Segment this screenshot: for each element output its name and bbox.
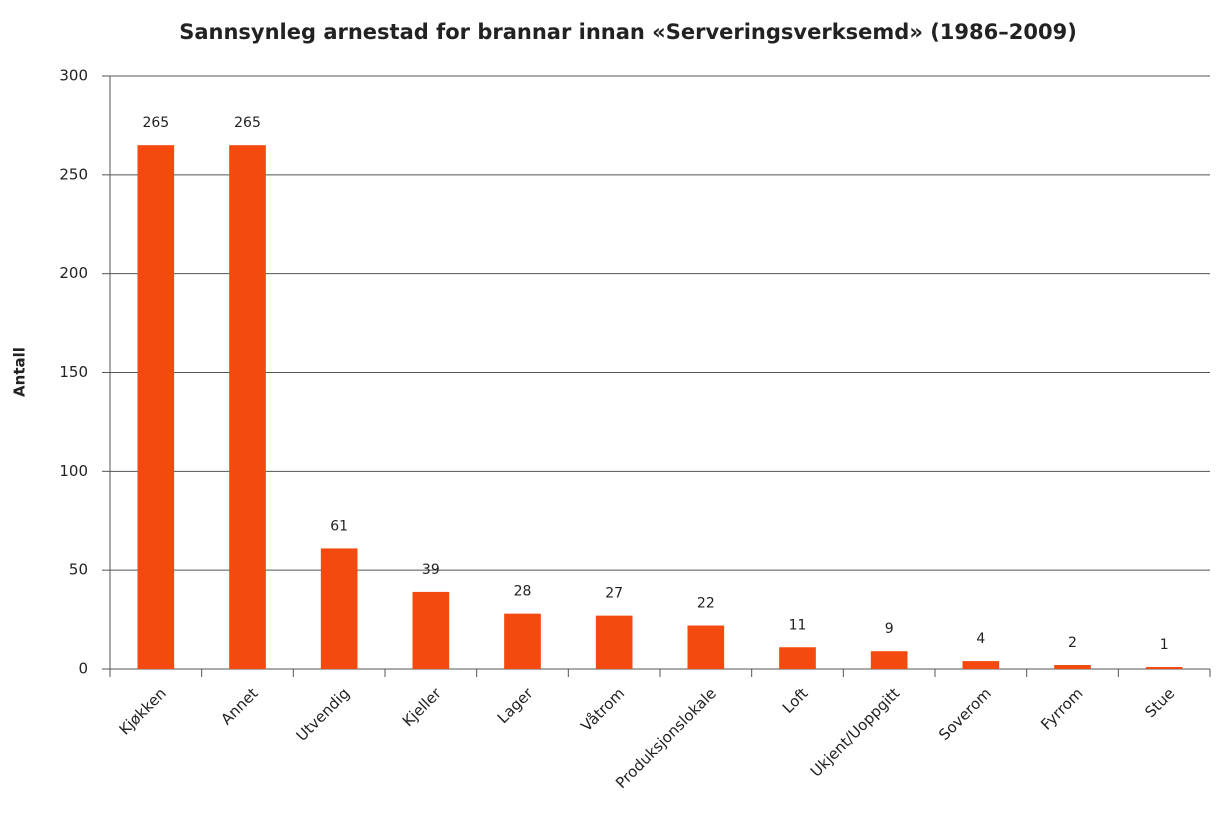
value-label: 39 bbox=[422, 562, 440, 578]
y-tick-label: 200 bbox=[59, 264, 88, 282]
y-tick-label: 250 bbox=[59, 165, 88, 183]
bar bbox=[870, 651, 908, 669]
bar bbox=[1145, 667, 1183, 669]
bar bbox=[779, 647, 816, 669]
bar bbox=[687, 625, 725, 669]
bar bbox=[595, 615, 633, 669]
value-label: 1 bbox=[1160, 637, 1169, 653]
x-tick-label: Stue bbox=[1141, 684, 1178, 721]
y-tick-label: 50 bbox=[69, 561, 88, 579]
value-label: 4 bbox=[976, 631, 985, 647]
value-label: 9 bbox=[885, 621, 894, 637]
y-axis-label: Antall bbox=[11, 347, 29, 397]
value-label: 22 bbox=[697, 596, 715, 612]
x-tick-label: Lager bbox=[494, 684, 537, 727]
value-label: 265 bbox=[234, 115, 261, 131]
x-tick-label: Produksjonslokale bbox=[612, 684, 720, 792]
bar bbox=[137, 145, 175, 669]
x-tick-label: Annet bbox=[217, 684, 261, 728]
x-tick-label: Ukjent/Uoppgitt bbox=[807, 684, 903, 780]
x-tick-label: Kjøkken bbox=[116, 684, 170, 738]
x-tick-label: Loft bbox=[779, 684, 812, 717]
y-tick-label: 300 bbox=[59, 67, 88, 85]
bar bbox=[962, 661, 1000, 669]
value-label: 2 bbox=[1068, 635, 1077, 651]
y-tick-label: 0 bbox=[78, 660, 88, 678]
bar bbox=[504, 613, 541, 669]
value-label: 27 bbox=[605, 586, 623, 602]
value-label: 28 bbox=[514, 584, 532, 600]
x-tick-label: Våtrom bbox=[577, 684, 628, 735]
x-tick-label: Soverom bbox=[935, 684, 995, 744]
value-label: 61 bbox=[330, 518, 348, 534]
value-label: 265 bbox=[142, 115, 169, 131]
bar bbox=[412, 591, 450, 669]
bar bbox=[1054, 665, 1091, 669]
x-tick-label: Utvendig bbox=[293, 684, 354, 745]
y-tick-label: 100 bbox=[59, 462, 88, 480]
value-label: 11 bbox=[789, 617, 807, 633]
chart-title: Sannsynleg arnestad for brannar innan «S… bbox=[179, 20, 1077, 44]
y-tick-label: 150 bbox=[59, 363, 88, 381]
x-tick-label: Kjeller bbox=[399, 684, 446, 731]
bar bbox=[229, 145, 266, 669]
x-tick-label: Fyrrom bbox=[1037, 684, 1086, 733]
bar bbox=[320, 548, 358, 669]
